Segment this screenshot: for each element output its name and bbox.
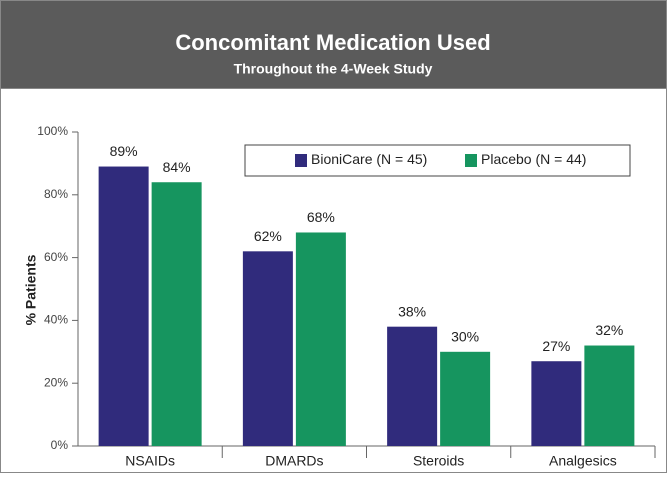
y-tick-label: 60%	[44, 250, 68, 264]
y-tick-label: 0%	[51, 438, 69, 452]
value-label: 27%	[542, 338, 570, 354]
x-tick-label: Steroids	[413, 453, 464, 469]
x-tick-label: NSAIDs	[125, 453, 175, 469]
bar	[531, 361, 582, 446]
value-label: 30%	[451, 329, 479, 345]
legend-label: Placebo (N = 44)	[481, 151, 586, 167]
x-tick-label: DMARDs	[265, 453, 323, 469]
bar	[98, 166, 149, 447]
bar	[584, 345, 635, 446]
chart-title: Concomitant Medication Used	[175, 30, 490, 55]
x-tick-label: Analgesics	[549, 453, 617, 469]
y-tick-label: 80%	[44, 187, 68, 201]
legend-swatch	[295, 154, 307, 167]
legend-swatch	[465, 154, 477, 167]
chart-subtitle: Throughout the 4-Week Study	[234, 61, 433, 77]
value-label: 84%	[163, 159, 191, 175]
value-label: 68%	[307, 209, 335, 225]
y-tick-label: 20%	[44, 375, 68, 389]
y-tick-label: 100%	[37, 124, 68, 138]
bar	[387, 326, 438, 446]
bar	[440, 351, 491, 446]
bar	[295, 232, 346, 446]
bar	[151, 182, 202, 447]
header	[0, 0, 667, 89]
y-tick-label: 40%	[44, 313, 68, 327]
legend-box	[244, 144, 631, 177]
legend-label: BioniCare (N = 45)	[311, 151, 427, 167]
value-label: 38%	[398, 303, 426, 319]
y-axis-label: % Patients	[23, 254, 39, 325]
value-label: 89%	[110, 143, 138, 159]
bar	[242, 251, 293, 446]
value-label: 32%	[595, 322, 623, 338]
value-label: 62%	[254, 228, 282, 244]
